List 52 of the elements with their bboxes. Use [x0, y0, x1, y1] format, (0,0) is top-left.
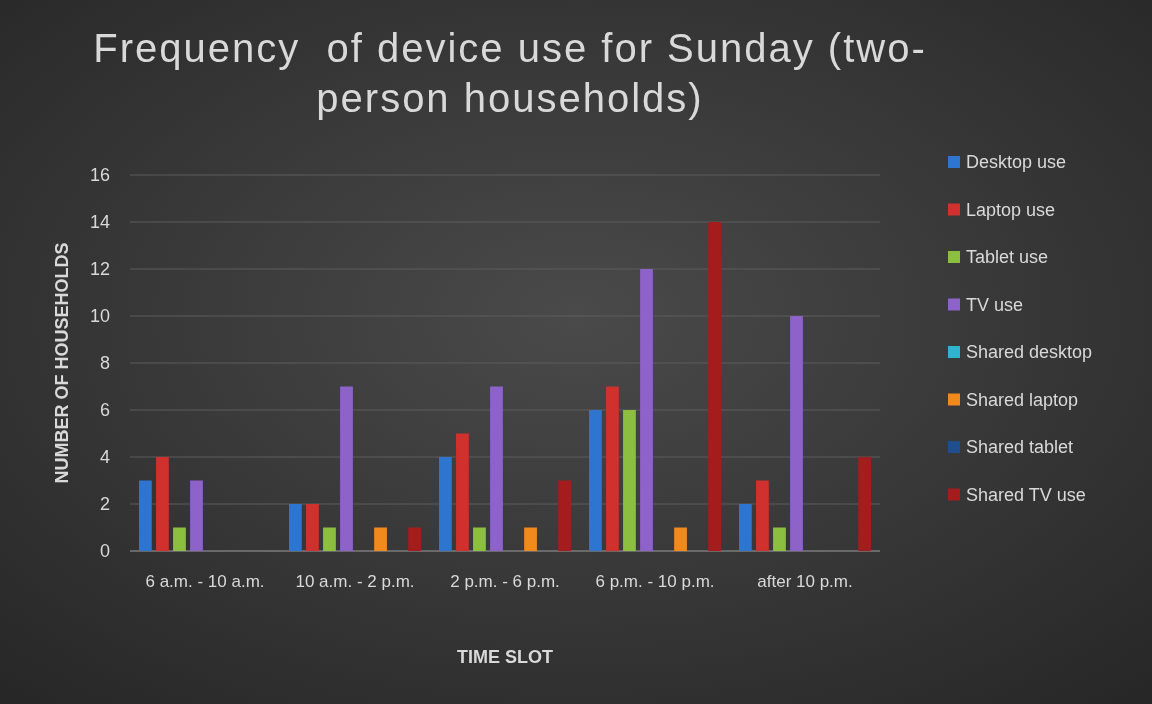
- bar: [739, 504, 752, 551]
- bar: [490, 386, 503, 551]
- bar: [173, 527, 186, 551]
- y-tick-label: 14: [89, 212, 110, 233]
- x-tick-label: 10 a.m. - 2 p.m.: [295, 572, 415, 591]
- legend-label: Desktop use: [966, 152, 1067, 173]
- y-tick-label: 6: [99, 400, 110, 421]
- x-tick-label: 2 p.m. - 6 p.m.: [450, 572, 560, 591]
- bar: [640, 269, 653, 551]
- legend-label: Shared desktop: [966, 342, 1093, 363]
- legend-label: Shared laptop: [966, 389, 1079, 410]
- y-tick-label: 2: [99, 494, 110, 515]
- bar: [589, 410, 602, 551]
- bar: [289, 504, 302, 551]
- y-tick-label: 0: [99, 541, 110, 562]
- bar: [790, 316, 803, 551]
- bar: [558, 480, 571, 551]
- bar: [439, 457, 452, 551]
- bar: [524, 527, 537, 551]
- bar: [708, 222, 721, 551]
- bar: [606, 386, 619, 551]
- bar: [408, 527, 421, 551]
- bar: [674, 527, 687, 551]
- legend-label: Shared tablet: [966, 437, 1074, 458]
- legend-label: Tablet use: [966, 247, 1049, 268]
- bar: [773, 527, 786, 551]
- bar: [623, 410, 636, 551]
- y-axis-title: NUMBER OF HOUSEHOLDS: [52, 242, 72, 484]
- legend-label: Shared TV use: [966, 484, 1086, 505]
- bar: [374, 527, 387, 551]
- legend-label: Laptop use: [966, 199, 1056, 220]
- chart-title: Frequency of device use for Sunday (two-person households): [93, 26, 927, 120]
- bar: [456, 433, 469, 551]
- y-tick-label: 8: [99, 353, 110, 374]
- bar: [139, 480, 152, 551]
- x-axis-title: TIME SLOT: [457, 647, 553, 667]
- bar: [323, 527, 336, 551]
- bar: [340, 386, 353, 551]
- bar: [756, 480, 769, 551]
- x-tick-label: 6 a.m. - 10 a.m.: [145, 572, 265, 591]
- y-tick-label: 12: [89, 259, 110, 280]
- x-tick-label: after 10 p.m.: [757, 572, 853, 591]
- legend-label: TV use: [966, 294, 1024, 315]
- bar: [156, 457, 169, 551]
- y-tick-label: 10: [89, 306, 110, 327]
- bar: [858, 457, 871, 551]
- bar: [306, 504, 319, 551]
- y-tick-label: 16: [89, 165, 110, 186]
- y-tick-label: 4: [99, 447, 110, 468]
- bar: [190, 480, 203, 551]
- x-tick-label: 6 p.m. - 10 p.m.: [595, 572, 715, 591]
- bar: [473, 527, 486, 551]
